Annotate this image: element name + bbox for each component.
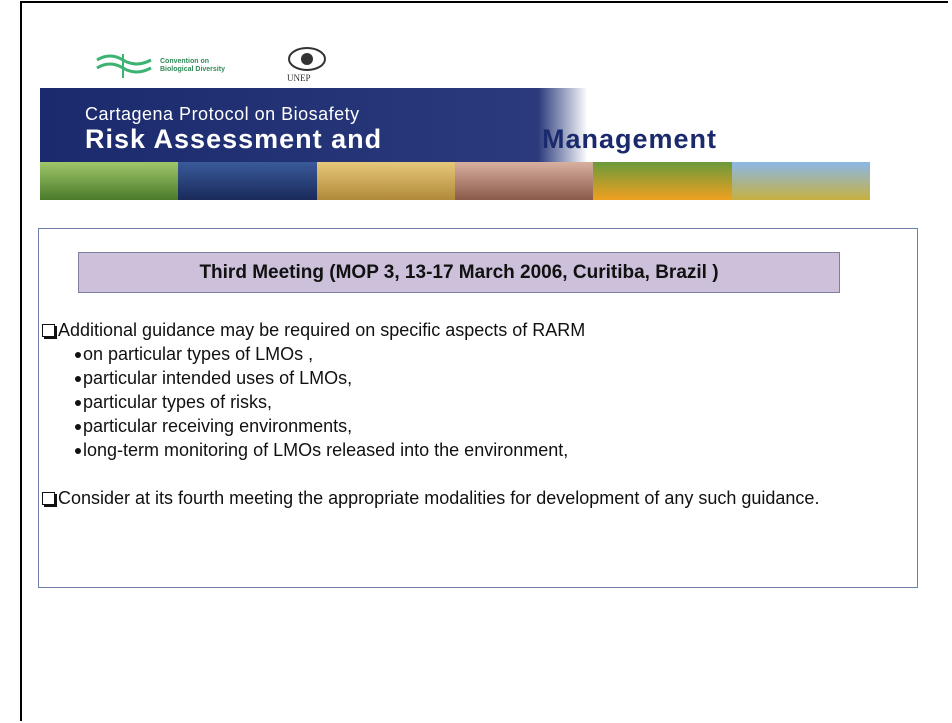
sub-item: particular intended uses of LMOs,: [75, 366, 352, 390]
cbd-line: Convention on: [160, 58, 225, 66]
photo: [593, 162, 731, 200]
unep-text: UNEP: [287, 73, 311, 83]
banner-title: Risk Assessment and: [85, 124, 382, 155]
checkbox-bullet: [42, 324, 55, 337]
banner-title: Management: [542, 124, 717, 155]
box-heading: Third Meeting (MOP 3, 13-17 March 2006, …: [78, 252, 840, 293]
dot-bullet: [75, 376, 81, 382]
photo: [455, 162, 593, 200]
sub-item-text: particular types of risks,: [83, 392, 272, 412]
sub-item-text: on particular types of LMOs ,: [83, 344, 313, 364]
photo: [40, 162, 178, 200]
sub-item: particular receiving environments,: [75, 414, 352, 438]
dot-bullet: [75, 400, 81, 406]
checkbox-bullet: [42, 492, 55, 505]
sub-item-text: long-term monitoring of LMOs released in…: [83, 440, 568, 460]
bullet-item: Additional guidance may be required on s…: [40, 318, 870, 342]
dot-bullet: [75, 448, 81, 454]
cbd-line: Biological Diversity: [160, 66, 225, 74]
item-text: Consider at its fourth meeting the appro…: [58, 488, 819, 508]
item-text: Additional guidance may be required on s…: [58, 320, 585, 340]
photo: [178, 162, 316, 200]
bullet-item: Consider at its fourth meeting the appro…: [40, 486, 870, 510]
photo: [732, 162, 870, 200]
sub-item: on particular types of LMOs ,: [75, 342, 313, 366]
dot-bullet: [75, 424, 81, 430]
page: Convention onBiological Diversity UNEP C…: [0, 0, 952, 723]
dot-bullet: [75, 352, 81, 358]
unep-emblem: [286, 46, 328, 72]
cbd-logo-icon: [95, 52, 155, 80]
sub-item-text: particular receiving environments,: [83, 416, 352, 436]
sub-item-text: particular intended uses of LMOs,: [83, 368, 352, 388]
sub-item: long-term monitoring of LMOs released in…: [75, 438, 568, 462]
photo-strip: [40, 162, 870, 200]
photo: [317, 162, 455, 200]
sub-item: particular types of risks,: [75, 390, 272, 414]
banner-subtitle: Cartagena Protocol on Biosafety: [85, 104, 360, 125]
